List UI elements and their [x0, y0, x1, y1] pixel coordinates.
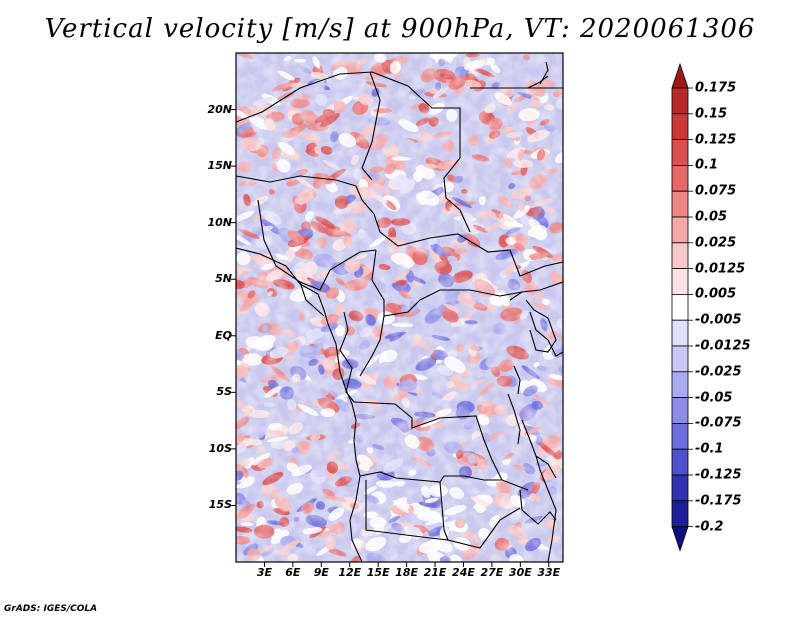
colorbar-tick-label: -0.075 [695, 415, 742, 431]
lon-tick-label: 33E [537, 566, 561, 579]
lon-tick-label: 21E [423, 566, 447, 579]
lat-tick-label: 10N [207, 215, 232, 229]
colorbar-swatch [671, 448, 689, 476]
lat-tick-label: 5S [216, 385, 232, 399]
colorbar-tick-label: -0.175 [695, 493, 742, 509]
colorbar-swatch [671, 293, 689, 321]
colorbar-swatch [671, 164, 689, 192]
colorbar-swatch [671, 422, 689, 450]
map-frame [235, 52, 564, 563]
colorbar-tick-label: 0.1 [695, 157, 719, 173]
lon-tick-label: 24E [452, 566, 475, 579]
lon-tick-label: 27E [480, 566, 504, 579]
coastline [236, 61, 557, 562]
colorbar-swatch [671, 268, 689, 295]
field-layer [236, 53, 563, 562]
lat-tick-label: 10S [208, 441, 232, 455]
colorbar-tick-label: 0.15 [695, 106, 728, 122]
lat-tick-label: 15N [207, 159, 232, 173]
colorbar-swatch [671, 345, 689, 373]
lon-ticks [263, 562, 550, 567]
colorbar-tick-label: -0.125 [695, 467, 742, 483]
grads-credit: GrADS: IGES/COLA [4, 604, 98, 614]
colorbar-tick-label: -0.025 [695, 364, 742, 380]
colorbar-swatch [671, 397, 689, 424]
colorbar-swatch [671, 87, 689, 115]
colorbar-top-arrow [671, 62, 689, 89]
colorbar-swatch [671, 371, 689, 398]
colorbar-swatch [671, 216, 689, 244]
colorbar-swatch [671, 474, 689, 502]
lon-tick-label: 12E [338, 566, 362, 579]
lon-tick-label: 3E [256, 566, 273, 579]
colorbar-tick-label: 0.05 [695, 209, 728, 225]
colorbar-tick-label: -0.1 [695, 441, 724, 457]
colorbar-bottom-arrow [671, 526, 689, 552]
colorbar-tick-label: 0.025 [695, 235, 737, 251]
lat-tick-label: 15S [208, 498, 232, 512]
colorbar-tick-label: -0.0125 [695, 338, 751, 354]
colorbar-tick-label: 0.0125 [695, 261, 746, 277]
lat-tick-label: EQ [215, 328, 232, 342]
colorbar-tick-label: -0.05 [695, 390, 733, 406]
colorbar-swatch [671, 500, 689, 527]
colorbar-tick-label: 0.125 [695, 132, 737, 148]
lat-tick-label: 5N [215, 272, 232, 286]
colorbar-tick-label: -0.005 [695, 312, 742, 328]
colorbar-tick-label: 0.075 [695, 183, 737, 199]
lon-tick-label: 15E [366, 566, 390, 579]
colorbar-tick-label: 0.005 [695, 286, 737, 302]
map-title: Vertical velocity [m/s] at 900hPa, VT: 2… [44, 14, 756, 44]
lon-tick-label: 30E [508, 566, 532, 579]
colorbar-swatch [671, 190, 689, 218]
lon-tick-label: 18E [395, 566, 419, 579]
colorbar-swatch [671, 242, 689, 270]
colorbar-swatch [671, 139, 689, 166]
lon-tick-label: 9E [313, 566, 329, 579]
country-borders [236, 71, 563, 549]
lat-ticks [231, 109, 236, 506]
colorbar-tick-label: -0.2 [695, 519, 724, 535]
colorbar-tick-label: 0.175 [695, 80, 737, 96]
lon-tick-label: 6E [285, 566, 301, 579]
lat-tick-label: 20N [207, 102, 232, 116]
colorbar-swatch [671, 113, 689, 141]
colorbar-swatch [671, 319, 689, 347]
